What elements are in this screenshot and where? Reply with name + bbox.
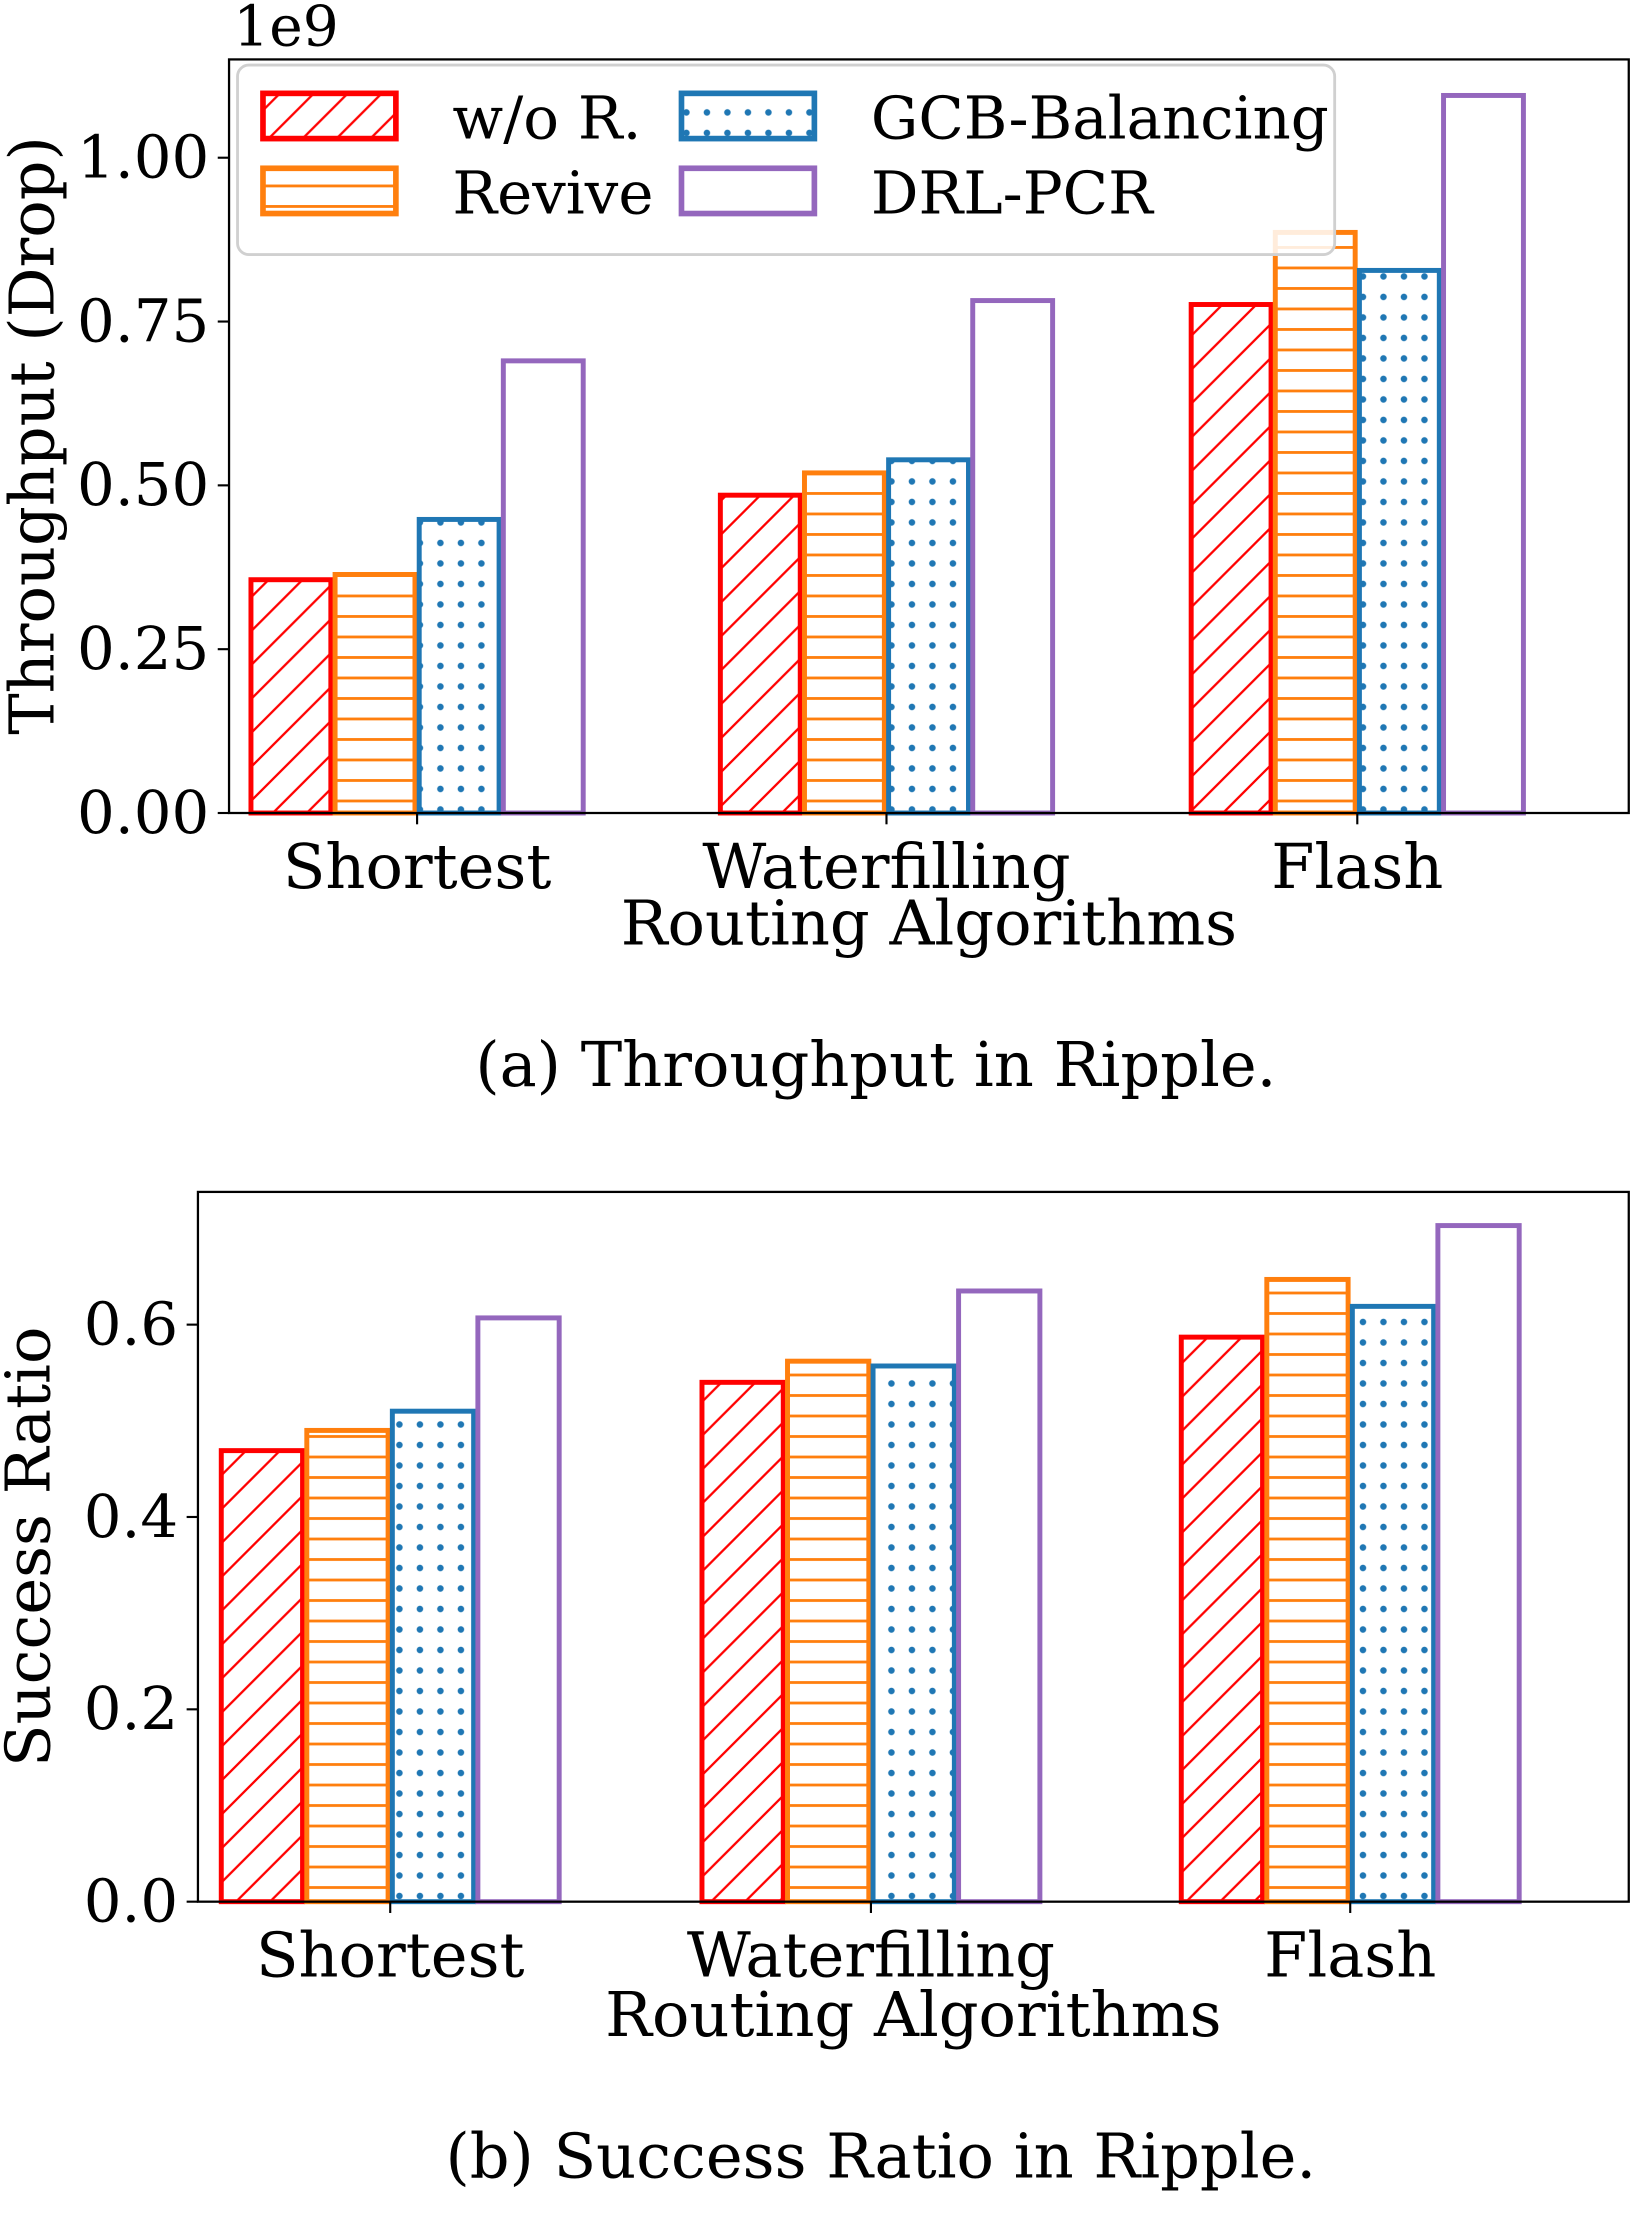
bar-gcb-balancing-flash (1356, 267, 1442, 816)
bar-gcb-balancing-shortest (416, 516, 502, 816)
x-tick-label: Flash (1271, 830, 1443, 903)
bar-w-o-r--flash (1188, 302, 1274, 816)
y-tick-label: 0.2 (84, 1675, 178, 1744)
bar-w-o-r--flash (1178, 1334, 1266, 1905)
y-tick-label: 0.50 (77, 451, 209, 520)
y-tick-label: 1.00 (77, 124, 209, 193)
y-tick-label: 0.6 (84, 1290, 178, 1359)
bar-w-o-r--shortest (248, 577, 334, 816)
bar-gcb-balancing-shortest (389, 1408, 477, 1905)
legend-label: GCB-Balancing (871, 85, 1329, 154)
legend-label: DRL-PCR (871, 160, 1155, 229)
bar-revive-shortest (304, 1427, 391, 1905)
bar-drl-pcr-waterfilling (956, 1288, 1043, 1905)
y-axis-label: Success Ratio (0, 1327, 64, 1767)
bar-drl-pcr-shortest (475, 1315, 562, 1905)
bar-revive-flash (1264, 1276, 1351, 1905)
legend-swatch (678, 90, 818, 142)
bar-drl-pcr-waterfilling (970, 298, 1056, 816)
legend-swatch (678, 165, 818, 217)
offset-label: 1e9 (233, 0, 338, 59)
x-tick-label: Shortest (283, 830, 552, 903)
bar-revive-waterfilling (802, 470, 887, 816)
y-tick-label: 0.25 (77, 615, 209, 684)
throughput-chart: 0.00 0.25 0.50 0.75 1.00 Shortest Waterfilling… (0, 0, 1630, 1101)
x-tick-label: Waterfilling (702, 830, 1070, 903)
y-tick-label: 0.75 (77, 287, 209, 356)
bar-w-o-r--waterfilling (717, 492, 803, 816)
success-ratio-chart: 0.0 0.2 0.4 0.6 Shortest Waterfilling Flash Rou… (0, 1190, 1630, 2192)
bar-revive-shortest (332, 572, 418, 816)
legend-box (236, 63, 1337, 256)
bar-w-o-r--shortest (218, 1448, 306, 1905)
bar-w-o-r--waterfilling (699, 1379, 786, 1905)
legend-label: Revive (452, 160, 653, 229)
y-axis-label: Throughput (Drop) (0, 136, 69, 735)
caption: (a) Throughput in Ripple. (475, 1028, 1276, 1101)
legend-swatch (260, 165, 399, 217)
legend-swatch (260, 90, 399, 142)
bar-gcb-balancing-waterfilling (886, 457, 971, 816)
bar-revive-waterfilling (785, 1358, 872, 1905)
x-axis-label: Routing Algorithms (605, 1978, 1221, 2051)
x-tick-label: Waterfilling (687, 1919, 1055, 1992)
bar-drl-pcr-flash (1435, 1223, 1522, 1905)
legend-label: w/o R. (452, 85, 641, 154)
y-tick-label: 0.4 (84, 1483, 178, 1552)
caption: (b) Success Ratio in Ripple. (445, 2119, 1316, 2192)
x-tick-label: Shortest (256, 1919, 525, 1992)
x-tick-label: Flash (1264, 1919, 1436, 1992)
x-axis-label: Routing Algorithms (621, 886, 1237, 959)
y-tick-label: 0.00 (77, 779, 209, 848)
bar-revive-flash (1272, 229, 1358, 816)
axes-frame (227, 58, 1630, 815)
bar-gcb-balancing-flash (1349, 1303, 1437, 1905)
bar-drl-pcr-shortest (500, 358, 586, 816)
axes-frame (196, 1190, 1630, 1903)
bar-gcb-balancing-waterfilling (870, 1363, 957, 1905)
y-tick-label: 0.0 (84, 1867, 178, 1936)
bar-drl-pcr-flash (1441, 92, 1526, 816)
